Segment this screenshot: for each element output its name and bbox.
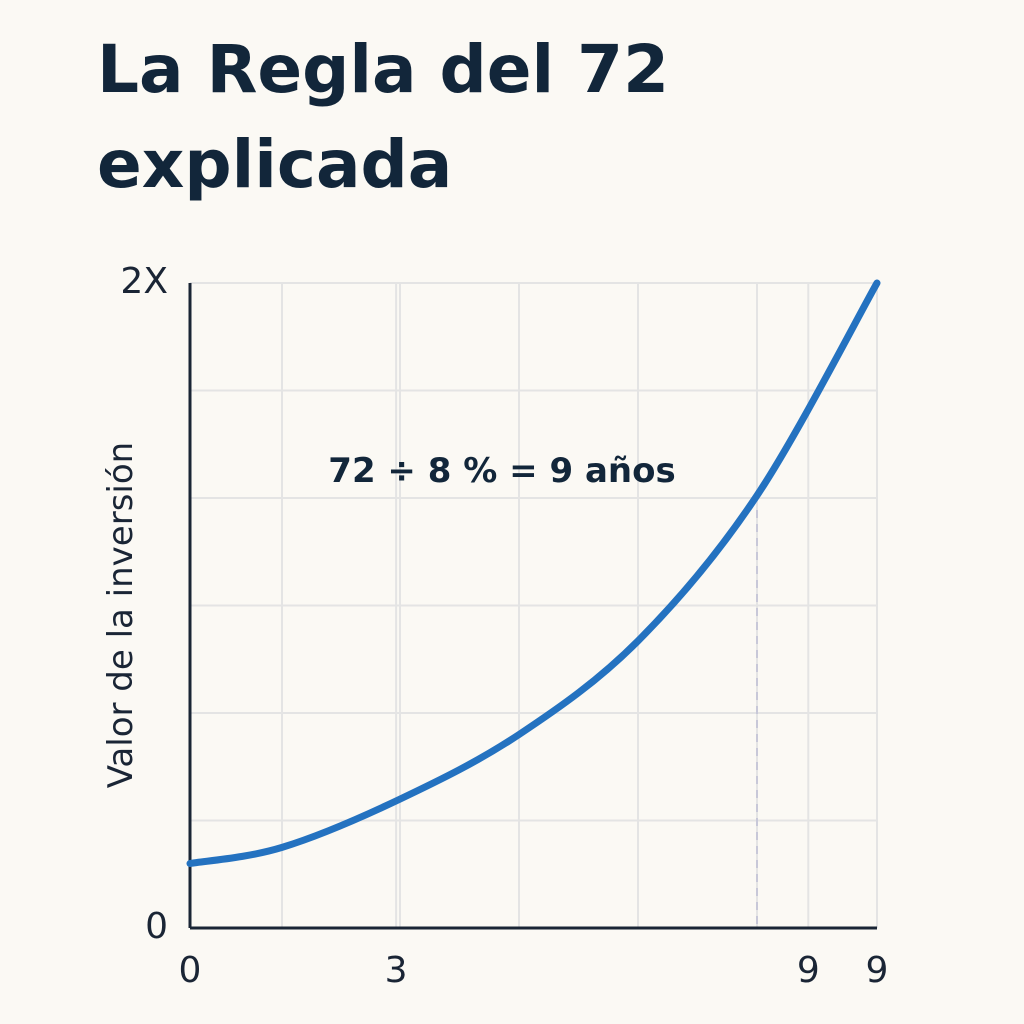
x-tick-label: 0: [179, 950, 202, 991]
y-tick-label: 0: [145, 906, 168, 947]
chart-title: explicada: [97, 126, 452, 203]
y-axis-label: Valor de la inversión: [101, 442, 141, 788]
line: [186, 279, 881, 867]
annotation: 72 ÷ 8 % = 9 años: [328, 451, 675, 491]
x-tick-label: 9: [797, 950, 820, 991]
chart-title: La Regla del 72: [97, 31, 669, 108]
y-tick-label: 2X: [120, 261, 168, 302]
x-tick-label: 3: [385, 950, 408, 991]
grid: [189, 282, 878, 929]
x-tick-label: 9: [866, 950, 889, 991]
